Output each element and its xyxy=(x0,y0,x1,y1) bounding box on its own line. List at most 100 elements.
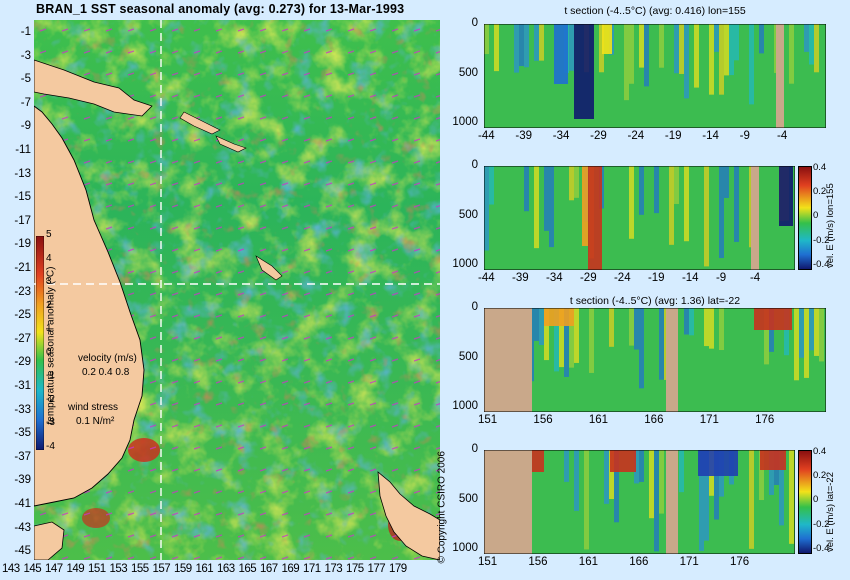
map-colorbar-label: temperature seasonal anomaly (°C) xyxy=(45,266,57,425)
map-colorbar-tick: -3 xyxy=(46,417,55,428)
map-lat-label: -3 xyxy=(20,49,31,62)
map-lat-label: -19 xyxy=(14,238,31,251)
panel-streak xyxy=(694,24,699,88)
panel-feature xyxy=(602,24,612,54)
panel-streak xyxy=(539,308,544,346)
panel-streak xyxy=(629,308,634,346)
panel-streak xyxy=(569,24,574,71)
panel-side-tick: 0 xyxy=(813,494,819,506)
panel-streak xyxy=(749,450,754,549)
panel-streak xyxy=(704,450,709,541)
panel-heatmap xyxy=(484,166,795,270)
land-solomons xyxy=(179,111,221,135)
panel-feature xyxy=(574,24,594,119)
map-lat-label: -7 xyxy=(20,96,31,109)
map-lon-label: 163 xyxy=(217,563,235,575)
panel-streak xyxy=(719,24,724,95)
panel-y-tick: 500 xyxy=(458,208,478,221)
panel-title: t section (-4..5°C) (avg: 1.36) lat=-22 xyxy=(569,295,741,307)
panel-land-mask xyxy=(484,308,532,412)
panel-heatmap xyxy=(484,24,826,128)
panel-streak xyxy=(794,308,799,381)
panel-streak xyxy=(714,450,719,520)
map-lat-label: -35 xyxy=(14,427,31,440)
panel-side-tick: -0.2 xyxy=(813,234,830,246)
panel-side-label: vel. E (m/s) lon=155 xyxy=(825,183,836,268)
panel-x-tick: 156 xyxy=(528,556,548,568)
panel-x-tick: -19 xyxy=(664,130,682,142)
panel-streak xyxy=(654,166,659,214)
panel-streak xyxy=(559,308,564,368)
panel-streak xyxy=(519,24,524,67)
panel-streak xyxy=(769,450,774,495)
panel-streak xyxy=(779,450,784,526)
panel-streak xyxy=(544,308,549,361)
panel-streak xyxy=(604,450,609,504)
land-new-caledonia xyxy=(255,255,283,281)
panel-streak xyxy=(684,24,689,99)
map-colorbar-tick: -2 xyxy=(46,393,55,405)
panel-x-tick: -29 xyxy=(590,130,607,142)
map-colorbar-label-wrap: temperature seasonal anomaly (°C) xyxy=(42,264,57,434)
map-lat-label: -11 xyxy=(15,144,31,156)
panel-streak xyxy=(639,24,644,68)
panel-streak xyxy=(524,166,529,212)
panel-streak xyxy=(659,308,664,380)
panel-x-tick: 151 xyxy=(478,414,498,426)
panel-x-tick: -9 xyxy=(715,272,727,284)
panel-side-tick: 0.2 xyxy=(813,470,827,482)
panel-streak xyxy=(599,24,604,73)
panel-streak xyxy=(574,308,579,363)
panel-streak xyxy=(489,166,494,205)
map-lon-label: 161 xyxy=(195,563,214,575)
panel-streak xyxy=(669,166,674,245)
panel-streak xyxy=(704,166,709,267)
map-lat-label: -1 xyxy=(20,26,31,38)
panel-streak xyxy=(684,308,689,335)
panel-x-tick: -34 xyxy=(552,130,570,142)
map-lon-label: 165 xyxy=(238,563,257,575)
panel-streak xyxy=(569,166,574,201)
panel-y-tick: 1000 xyxy=(452,116,478,129)
panel-land-mask xyxy=(484,450,532,554)
map-lon-label: 171 xyxy=(303,563,321,575)
panel-streak xyxy=(534,308,539,341)
panel-land-mask xyxy=(751,166,759,270)
panel-y-tick: 0 xyxy=(471,17,478,29)
panel-streak xyxy=(689,308,694,336)
panel-streak xyxy=(514,24,519,73)
panel-y-tick: 500 xyxy=(458,350,478,363)
panel-y-tick: 1000 xyxy=(452,400,478,413)
map-lat-label: -21 xyxy=(14,262,31,274)
map-lat-label: -37 xyxy=(14,450,31,463)
panel-x-tick: -24 xyxy=(627,130,645,142)
map-lon-label: 177 xyxy=(367,563,386,575)
map-lon-label: 167 xyxy=(260,563,278,575)
map-lat-label: -25 xyxy=(14,309,31,322)
map-colorbar-tick: 0 xyxy=(46,346,52,358)
panel-streak xyxy=(759,450,764,501)
panel-streak xyxy=(554,308,559,372)
panel-streak xyxy=(719,308,724,351)
panel-streak xyxy=(709,24,714,95)
panel-x-tick: -29 xyxy=(579,272,597,284)
map-lon-label: 153 xyxy=(109,563,128,575)
panel-streak xyxy=(809,308,814,351)
panel-streak xyxy=(659,24,664,68)
panel-streak xyxy=(679,24,684,74)
panel-feature xyxy=(588,166,602,270)
map-lon-label: 157 xyxy=(152,563,171,575)
panel-x-tick: -34 xyxy=(545,272,563,284)
panel-streak xyxy=(574,166,579,198)
panel-streak xyxy=(799,308,804,358)
panel-x-tick: -4 xyxy=(777,130,788,142)
land-solomons-2 xyxy=(215,135,247,153)
panel-streak xyxy=(734,24,739,61)
panel-streak xyxy=(714,24,719,52)
panel-streak xyxy=(524,24,529,68)
wind-legend-scale: 0.1 N/m² xyxy=(76,416,115,427)
panel-streak xyxy=(709,308,714,349)
land-new-guinea xyxy=(34,59,153,117)
panel-streak xyxy=(639,450,644,482)
panel-streak xyxy=(569,308,574,368)
